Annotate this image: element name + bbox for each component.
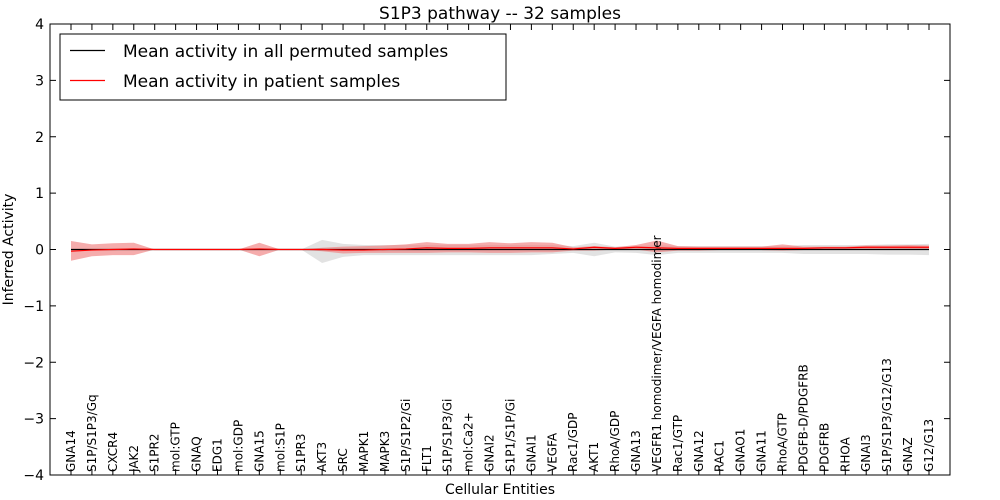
- x-tick-label: GNA12: [692, 430, 706, 472]
- x-tick-label: GNAO1: [734, 429, 748, 472]
- x-tick-label: G12/G13: [922, 419, 936, 472]
- legend: Mean activity in all permuted samples Me…: [59, 33, 507, 101]
- x-tick-label: mol:Ca2+: [462, 412, 476, 472]
- chart-title: S1P3 pathway -- 32 samples: [379, 4, 621, 24]
- y-tick-label: −3: [23, 412, 44, 428]
- y-tick-label: 4: [35, 17, 44, 33]
- x-tick-label: S1PR3: [294, 434, 308, 472]
- x-tick-label: S1P1/S1P/Gi: [503, 399, 517, 472]
- y-tick-label: −1: [23, 299, 44, 315]
- x-axis-label: Cellular Entities: [445, 482, 555, 498]
- x-tick-label: AKT1: [587, 442, 601, 472]
- x-tick-label: MAPK3: [378, 431, 392, 472]
- x-tick-label: GNAI1: [524, 434, 538, 472]
- x-tick-label: FLT1: [420, 445, 434, 472]
- y-tick-label: 3: [35, 73, 44, 89]
- x-tick-label: GNAI3: [859, 434, 873, 472]
- x-tick-label: AKT3: [315, 442, 329, 472]
- x-tick-label: Rac1/GTP: [671, 415, 685, 472]
- y-tick-label: 1: [35, 186, 44, 202]
- x-tick-label: S1PR2: [148, 434, 162, 472]
- x-tick-label: S1P/S1P3/Gi: [441, 399, 455, 472]
- x-tick-label: EDG1: [210, 438, 224, 472]
- x-tick-label: GNAQ: [190, 436, 204, 472]
- x-tick-label: PDGFRB: [817, 423, 831, 472]
- x-tick-label: GNAZ: [901, 437, 915, 472]
- y-axis: 4 3 2 1 0 −1 −2 −3 −4: [23, 17, 950, 484]
- x-tick-label: PDGFB-D/PDGFRB: [796, 364, 810, 472]
- series-lines: [70, 246, 929, 252]
- legend-box: [59, 33, 507, 101]
- y-axis-label: Inferred Activity: [1, 194, 17, 306]
- x-tick-label: GNA11: [755, 430, 769, 472]
- band-mean-activity-in-patient-samples: [71, 240, 929, 261]
- x-tick-label: RAC1: [713, 440, 727, 472]
- plot-frame: [49, 23, 951, 476]
- x-tick-label: GNA15: [252, 430, 266, 472]
- x-tick-label: RhoA/GTP: [776, 413, 790, 472]
- x-tick-label: GNA14: [64, 430, 78, 472]
- x-tick-label: S1P/S1P3/G12/G13: [880, 358, 894, 472]
- x-tick-label: S1P/S1P2/Gi: [399, 399, 413, 472]
- x-tick-label: CXCR4: [106, 432, 120, 472]
- x-tick-label: mol:S1P: [273, 423, 287, 472]
- confidence-bands: [71, 239, 929, 264]
- x-tick-label: S1P/S1P3/Gq: [85, 394, 99, 472]
- y-tick-label: −4: [23, 468, 44, 484]
- legend-label-patient: Mean activity in patient samples: [123, 72, 400, 92]
- x-tick-label: VEGFA: [545, 432, 559, 472]
- y-tick-label: −2: [23, 355, 44, 371]
- legend-label-permuted: Mean activity in all permuted samples: [123, 42, 448, 62]
- x-tick-label: GNA13: [629, 430, 643, 472]
- x-tick-label: mol:GTP: [169, 422, 183, 472]
- x-tick-label: mol:GDP: [231, 420, 245, 472]
- x-tick-label: GNAI2: [483, 434, 497, 472]
- x-tick-label: Rac1/GDP: [566, 413, 580, 472]
- x-tick-label: JAK2: [127, 445, 141, 473]
- x-axis: GNA14 S1P/S1P3/Gq CXCR4 JAK2 S1PR2 mol:GTP GNA…: [64, 24, 936, 475]
- x-tick-label: SRC: [336, 448, 350, 472]
- y-tick-label: 0: [35, 243, 44, 259]
- x-tick-label: VEGFR1 homodimer/VEGFA homodimer: [650, 235, 664, 472]
- line-mean-activity-in-patient-samples: [70, 246, 929, 252]
- x-tick-label: MAPK1: [357, 431, 371, 472]
- y-tick-label: 2: [35, 130, 44, 146]
- x-tick-label: RhoA/GDP: [608, 411, 622, 472]
- x-tick-label: RHOA: [838, 436, 852, 472]
